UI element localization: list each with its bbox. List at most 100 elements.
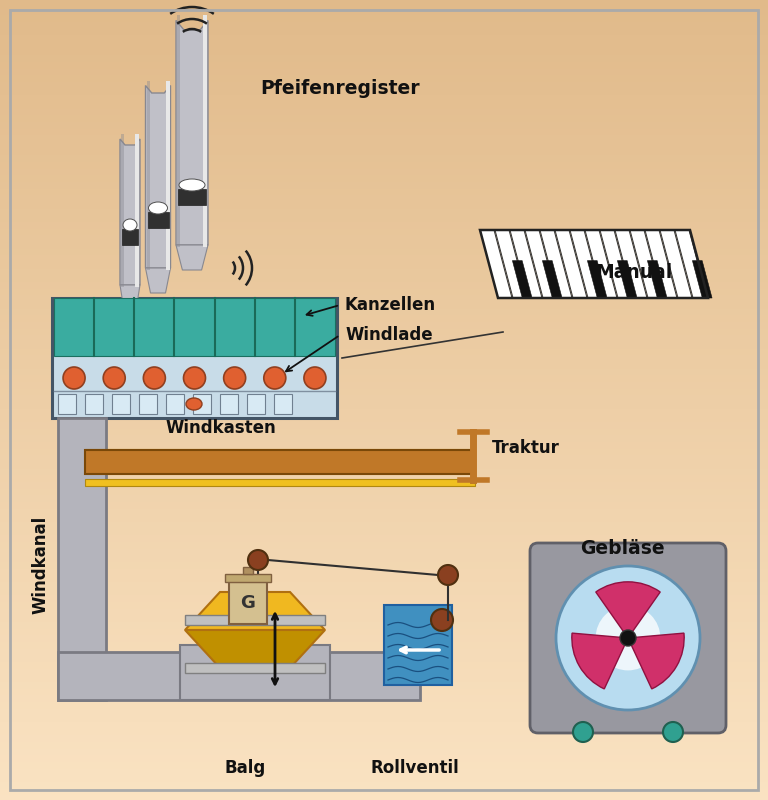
Bar: [0, 212, 768, 220]
Bar: [0, 6, 768, 14]
Circle shape: [263, 367, 286, 389]
Bar: [0, 652, 768, 660]
Polygon shape: [555, 230, 587, 298]
Bar: [0, 352, 768, 360]
Bar: [166, 394, 184, 414]
Text: Gebläse: Gebläse: [580, 538, 664, 558]
Bar: [0, 579, 768, 586]
Bar: [0, 0, 768, 6]
Bar: [0, 79, 768, 86]
Polygon shape: [600, 230, 632, 298]
Bar: [52, 298, 337, 418]
Bar: [0, 686, 768, 694]
Polygon shape: [525, 230, 557, 298]
Polygon shape: [120, 139, 140, 285]
Bar: [0, 339, 768, 346]
Bar: [58, 394, 76, 414]
Bar: [0, 526, 768, 534]
Bar: [0, 646, 768, 654]
Bar: [0, 119, 768, 126]
Bar: [0, 152, 768, 160]
Bar: [0, 199, 768, 206]
Bar: [0, 172, 768, 180]
Bar: [0, 19, 768, 26]
Bar: [0, 506, 768, 514]
Bar: [0, 39, 768, 46]
Polygon shape: [176, 245, 208, 270]
Bar: [0, 692, 768, 700]
Bar: [58, 418, 106, 700]
Bar: [185, 615, 325, 625]
Polygon shape: [176, 20, 208, 245]
Bar: [0, 746, 768, 754]
Text: Pfeifenregister: Pfeifenregister: [260, 78, 419, 98]
Bar: [0, 386, 768, 394]
Bar: [384, 605, 452, 685]
Bar: [0, 292, 768, 300]
Bar: [0, 399, 768, 406]
Ellipse shape: [179, 179, 205, 191]
Text: Windkasten: Windkasten: [165, 419, 276, 437]
Polygon shape: [147, 81, 150, 270]
Polygon shape: [693, 261, 712, 298]
Circle shape: [144, 367, 165, 389]
Bar: [0, 779, 768, 786]
Bar: [0, 52, 768, 60]
Polygon shape: [120, 285, 140, 310]
Bar: [0, 599, 768, 606]
Text: Kanzellen: Kanzellen: [345, 296, 436, 314]
Bar: [0, 492, 768, 500]
Bar: [112, 394, 130, 414]
Bar: [0, 539, 768, 546]
Bar: [229, 582, 267, 624]
Bar: [0, 486, 768, 494]
Bar: [0, 59, 768, 66]
Polygon shape: [495, 230, 527, 298]
Wedge shape: [572, 633, 628, 689]
Bar: [0, 186, 768, 194]
Bar: [0, 366, 768, 374]
Bar: [0, 246, 768, 254]
Ellipse shape: [186, 398, 202, 410]
Bar: [0, 659, 768, 666]
Bar: [0, 719, 768, 726]
Bar: [0, 519, 768, 526]
Bar: [0, 472, 768, 480]
Bar: [0, 259, 768, 266]
Circle shape: [223, 367, 246, 389]
Bar: [220, 394, 238, 414]
Bar: [0, 179, 768, 186]
Bar: [0, 132, 768, 140]
Polygon shape: [542, 261, 562, 298]
Bar: [0, 592, 768, 600]
Bar: [85, 449, 475, 456]
Bar: [0, 759, 768, 766]
Polygon shape: [145, 268, 170, 293]
Bar: [0, 739, 768, 746]
Polygon shape: [647, 261, 667, 298]
Circle shape: [596, 606, 660, 670]
Polygon shape: [185, 630, 325, 668]
Bar: [0, 412, 768, 420]
Bar: [0, 459, 768, 466]
Bar: [0, 372, 768, 380]
Circle shape: [63, 367, 85, 389]
Bar: [0, 26, 768, 34]
Polygon shape: [512, 261, 532, 298]
Ellipse shape: [123, 219, 137, 231]
Bar: [0, 232, 768, 240]
Bar: [0, 159, 768, 166]
Bar: [85, 394, 103, 414]
Bar: [0, 206, 768, 214]
Bar: [147, 212, 168, 228]
Bar: [0, 299, 768, 306]
Polygon shape: [630, 230, 662, 298]
Bar: [0, 66, 768, 74]
Bar: [0, 286, 768, 294]
Bar: [0, 712, 768, 720]
Polygon shape: [675, 230, 707, 298]
Bar: [85, 450, 475, 474]
Circle shape: [304, 367, 326, 389]
Bar: [0, 419, 768, 426]
Circle shape: [620, 630, 636, 646]
